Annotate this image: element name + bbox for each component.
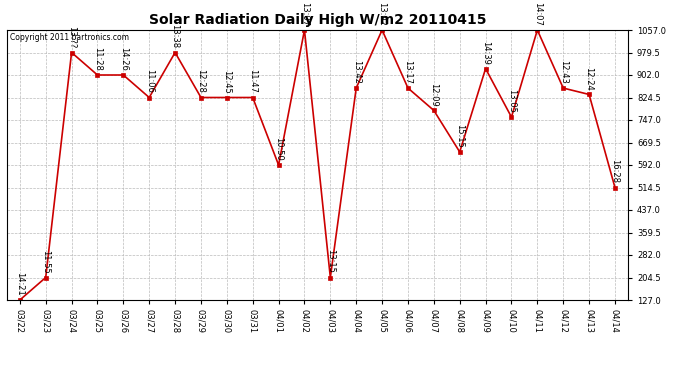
Text: 12:24: 12:24 <box>584 66 593 90</box>
Text: 13:42: 13:42 <box>352 60 361 84</box>
Text: 13:17: 13:17 <box>404 60 413 84</box>
Text: 11:06: 11:06 <box>145 69 154 93</box>
Title: Solar Radiation Daily High W/m2 20110415: Solar Radiation Daily High W/m2 20110415 <box>148 13 486 27</box>
Text: 14:07: 14:07 <box>533 2 542 26</box>
Text: 14:39: 14:39 <box>481 40 490 64</box>
Text: 14:26: 14:26 <box>119 47 128 71</box>
Text: 13:15: 13:15 <box>326 249 335 273</box>
Text: 14:21: 14:21 <box>15 272 24 296</box>
Text: 10:50: 10:50 <box>274 137 283 161</box>
Text: 12:09: 12:09 <box>429 82 438 106</box>
Text: 16:28: 16:28 <box>611 159 620 183</box>
Text: 13:38: 13:38 <box>170 24 179 48</box>
Text: 11:28: 11:28 <box>93 47 102 71</box>
Text: 12:45: 12:45 <box>222 70 231 93</box>
Text: 12:28: 12:28 <box>197 69 206 93</box>
Text: 11:55: 11:55 <box>41 250 50 273</box>
Text: 12:43: 12:43 <box>559 60 568 84</box>
Text: 15:15: 15:15 <box>455 124 464 148</box>
Text: 13:05: 13:05 <box>507 89 516 113</box>
Text: 13:02: 13:02 <box>377 2 386 26</box>
Text: 13:??: 13:?? <box>67 26 76 48</box>
Text: Copyright 2011 bartronics.com: Copyright 2011 bartronics.com <box>10 33 129 42</box>
Text: 13:07: 13:07 <box>300 2 309 26</box>
Text: 11:47: 11:47 <box>248 69 257 93</box>
